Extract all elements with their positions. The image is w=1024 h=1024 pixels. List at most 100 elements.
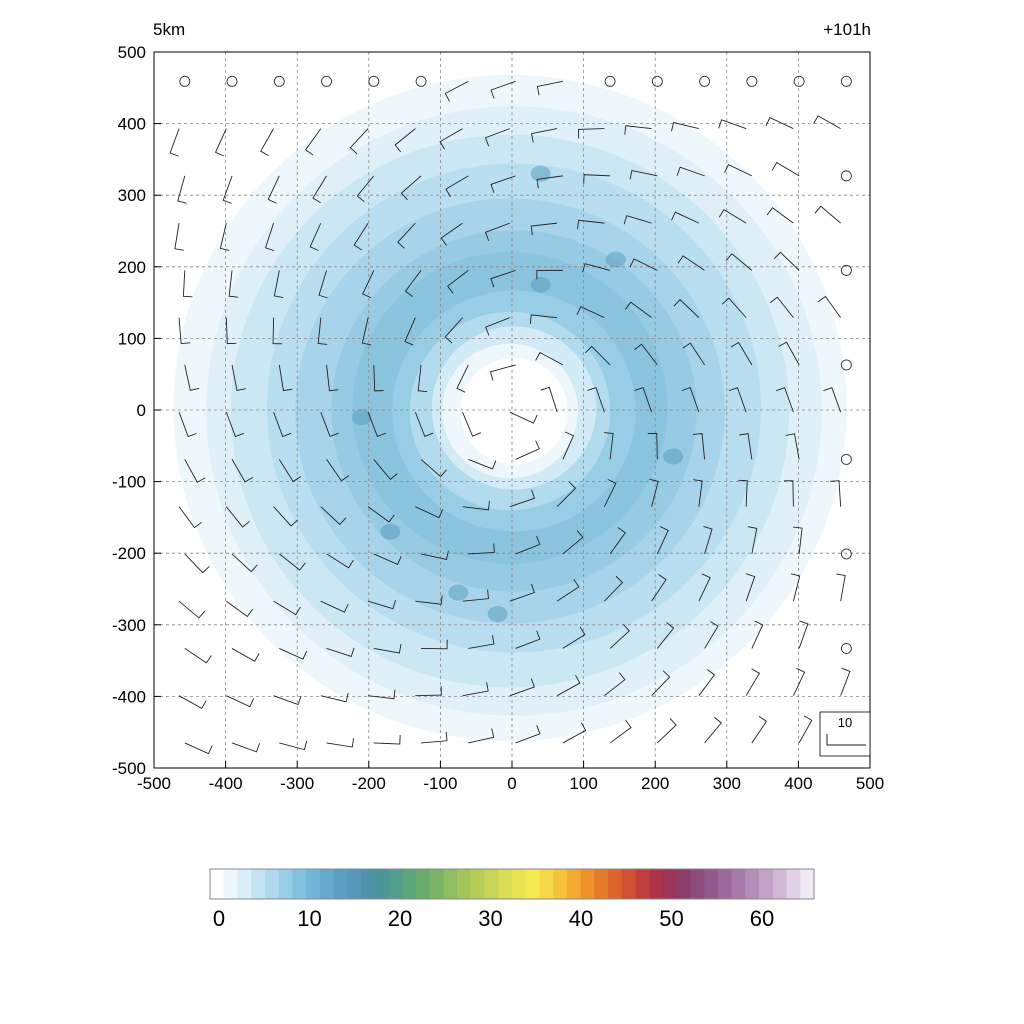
- calm-circle: [415, 75, 427, 87]
- wind-barb: [656, 526, 669, 555]
- y-tick-label: 100: [118, 329, 146, 348]
- wind-barb: [184, 553, 210, 574]
- wind-barb: [184, 364, 200, 391]
- wind-barb: [798, 715, 813, 744]
- y-tick-label: 200: [118, 258, 146, 277]
- wind-barb: [326, 647, 355, 657]
- colorbar-swatch: [429, 869, 444, 899]
- wind-barb: [790, 573, 801, 602]
- wind-barb: [373, 644, 402, 654]
- y-tick-label: 500: [118, 43, 146, 62]
- wind-barb: [417, 364, 428, 393]
- colorbar-swatch: [580, 869, 595, 899]
- wind-barb: [604, 672, 626, 697]
- wind-barb: [793, 526, 803, 554]
- colorbar-tick-label: 30: [478, 906, 502, 931]
- calm-circle: [368, 75, 380, 87]
- colorbar-swatches: [210, 869, 815, 899]
- wind-barb: [326, 553, 354, 569]
- wind-barb: [439, 128, 463, 150]
- wind-barb: [317, 317, 328, 345]
- wind-barb: [738, 479, 748, 507]
- calm-circle: [179, 75, 191, 87]
- wind-barb: [656, 622, 675, 649]
- colorbar-frame: [209, 868, 815, 900]
- wind-barb: [676, 166, 705, 177]
- wind-barb: [515, 630, 541, 649]
- wind-barb: [456, 364, 469, 393]
- calm-circle: [840, 264, 852, 276]
- wind-barb: [278, 364, 293, 392]
- calm-circle: [840, 170, 852, 182]
- wind-barb: [829, 480, 842, 507]
- wind-barb: [747, 526, 758, 555]
- wind-barb: [169, 128, 180, 157]
- wind-barb: [462, 411, 482, 437]
- colorbar-swatch: [347, 869, 362, 899]
- colorbar-swatch: [759, 869, 774, 899]
- colorbar-swatch: [306, 869, 321, 899]
- calm-circle: [651, 75, 663, 87]
- wind-barb: [490, 175, 516, 194]
- wind-barb: [530, 222, 558, 236]
- wind-barb: [222, 175, 233, 204]
- calm-circle: [321, 75, 333, 87]
- wind-barb: [462, 589, 489, 602]
- wind-barb: [515, 535, 541, 555]
- wind-barb: [320, 506, 347, 526]
- reference-vector-box: 10: [819, 711, 871, 757]
- wind-barb: [484, 222, 511, 241]
- colorbar-swatch: [649, 869, 664, 899]
- wind-barb: [484, 128, 511, 147]
- wind-barb: [279, 553, 306, 571]
- colorbar-swatch: [333, 869, 348, 899]
- wind-barb: [468, 458, 497, 470]
- colorbar-tick-labels: 0 10 20 30 40 50 60: [213, 906, 774, 931]
- wind-barb: [798, 620, 809, 649]
- wind-barb: [367, 411, 386, 438]
- wind-barb: [490, 80, 516, 99]
- wind-barb: [739, 433, 753, 460]
- x-tick-label: -300: [280, 774, 314, 793]
- calm-circle: [840, 359, 852, 371]
- wind-barb: [609, 527, 626, 555]
- wind-barb: [769, 296, 794, 318]
- x-tick-label: 400: [784, 774, 812, 793]
- wind-barb: [468, 728, 495, 744]
- wind-barb: [677, 255, 705, 271]
- wind-barb: [583, 174, 611, 184]
- wind-barb: [447, 270, 469, 294]
- colorbar-tick-label: 50: [659, 906, 683, 931]
- wind-barb: [184, 742, 213, 755]
- calm-circle: [273, 75, 285, 87]
- wind-barb: [184, 648, 212, 664]
- wind-barb: [373, 553, 402, 565]
- wind-barb: [320, 600, 349, 613]
- colorbar-swatch: [374, 869, 390, 899]
- wind-barb: [462, 500, 490, 511]
- colorbar-swatch: [690, 869, 705, 899]
- y-tick-label: 300: [118, 186, 146, 205]
- calm-circle: [226, 75, 238, 87]
- wind-barb: [320, 411, 339, 438]
- wind-barb: [400, 175, 422, 201]
- wind-barb: [485, 317, 511, 336]
- wind-barb: [651, 574, 667, 602]
- wind-barb: [326, 364, 339, 392]
- colorbar-swatch: [800, 869, 815, 899]
- wind-barb: [681, 387, 700, 413]
- wind-barb: [231, 459, 254, 483]
- wind-barb: [309, 222, 322, 251]
- wind-barb: [540, 386, 558, 413]
- colorbar-swatch: [402, 869, 417, 899]
- wind-barb: [421, 731, 448, 744]
- wind-barb: [698, 669, 716, 696]
- wind-barb: [682, 342, 705, 366]
- wind-barb: [634, 387, 653, 413]
- wind-barb: [367, 599, 397, 610]
- wind-barb: [415, 595, 443, 605]
- colorbar-swatch: [237, 869, 252, 899]
- field-maximum: [663, 448, 684, 465]
- wind-barb: [515, 725, 541, 744]
